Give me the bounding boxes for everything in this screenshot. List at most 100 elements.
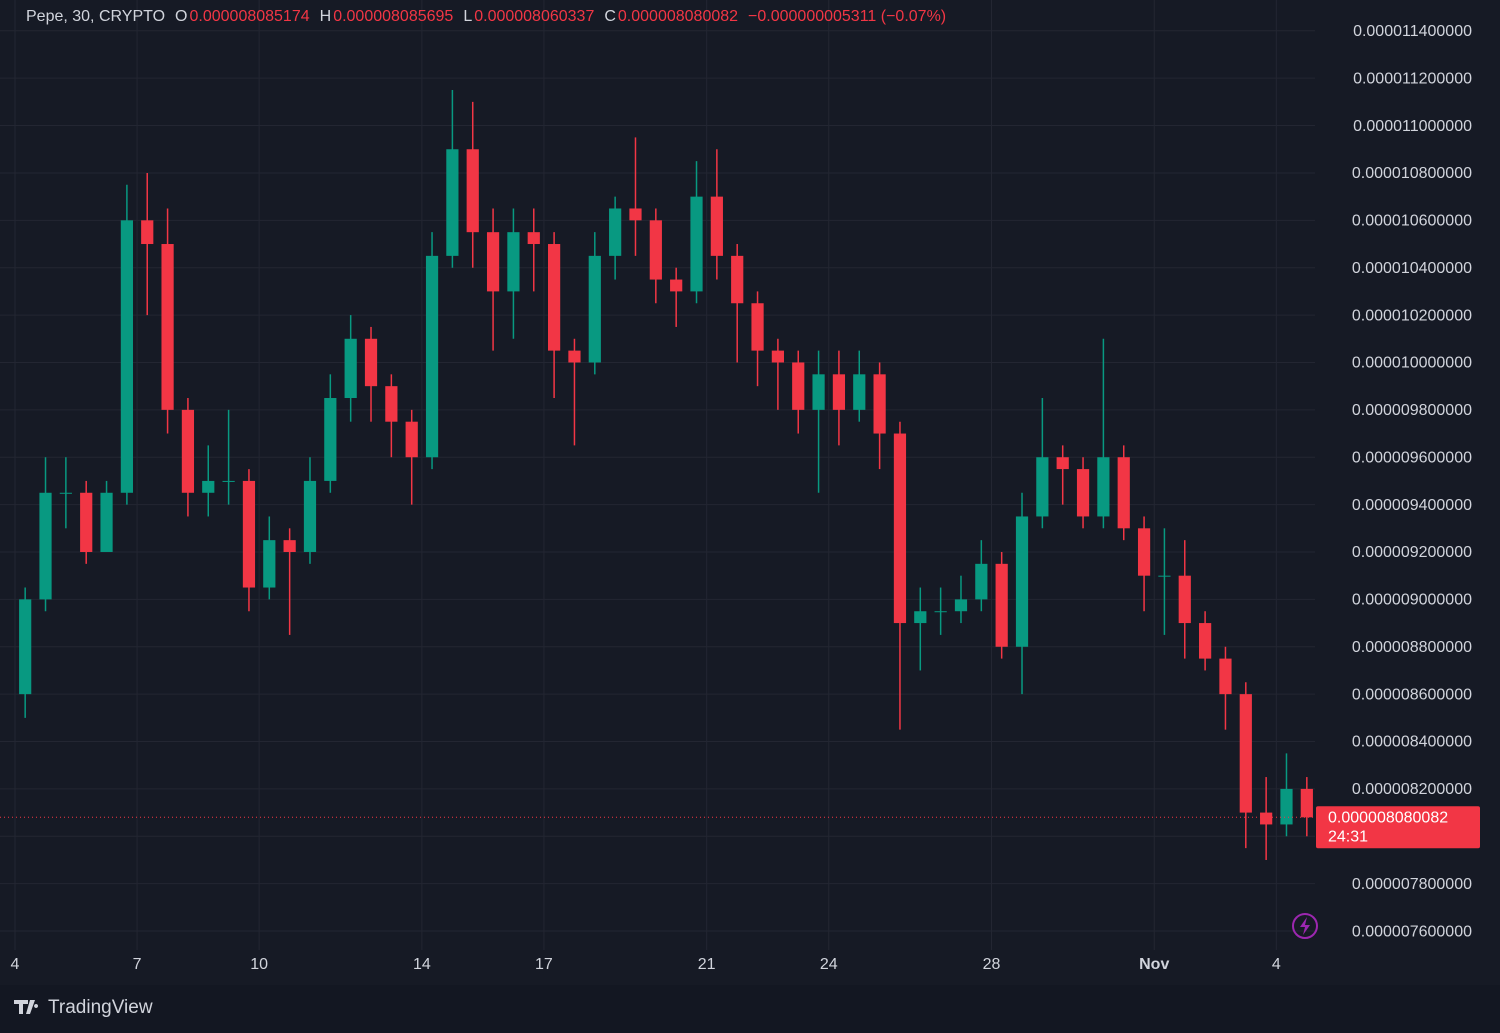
x-tick-label: 21 [698,956,716,973]
y-tick-label: 0.000009600000 [1352,449,1472,466]
ohlc-value: 0.000008060337 [474,8,595,25]
candle-body [39,492,52,600]
ohlc-value: 0.000008080082 [617,8,739,25]
candle-body [670,279,683,292]
x-tick-label: 4 [11,956,20,973]
y-tick-label: 0.000009800000 [1352,402,1472,419]
candle-body [425,255,439,458]
legend-header: Pepe, 30, CRYPTO O 0.000008085174 H 0.000008… [26,8,956,26]
candle-body [19,599,32,695]
ohlc-key: L [463,8,473,25]
y-tick-label: 0.000008800000 [1352,639,1472,656]
brand: TradingView [48,997,153,1018]
ohlc-key: C [604,8,616,25]
x-tick-label: 14 [413,956,431,973]
candle-body [568,350,581,363]
candle-body [283,540,296,552]
candle-body [1280,788,1293,825]
candle-body [486,232,500,292]
candle-body [405,421,418,458]
y-tick-label: 0.000007600000 [1352,923,1472,940]
candle-body [324,398,337,481]
x-tick-label: 10 [250,956,268,973]
ohlc-key: O [175,8,188,25]
candle-body [120,220,133,493]
candle-body [80,492,93,552]
candle-body [1239,694,1252,813]
y-tick-label: 0.000009400000 [1352,497,1472,514]
ohlc-value: 0.000008085174 [189,8,310,25]
candle-body [527,232,540,245]
candle-body [1178,575,1191,624]
y-tick-label: 0.000011200000 [1353,70,1472,87]
y-tick-label: 0.000010000000 [1352,355,1472,372]
candle-body [466,149,479,233]
grid [0,0,1315,950]
candle-body [263,540,276,588]
candle-body [893,433,907,624]
candle-body [954,599,968,612]
candle-body [548,244,561,351]
candle-body [853,374,866,410]
candle-body [995,563,1008,647]
y-tick-label: 0.000008600000 [1352,686,1472,703]
candle-body [1260,812,1273,825]
y-tick-label: 0.000009200000 [1352,544,1472,561]
symbol: Pepe, 30, CRYPTO [26,8,166,25]
x-tick-label: 28 [983,956,1001,973]
bottom-bar [0,985,1500,1033]
alert-icon [1292,913,1318,939]
candle-body [344,338,357,399]
candle-body [303,480,317,552]
candle-body [507,232,520,292]
logo: TradingView [14,997,153,1018]
x-tick-label: 4 [1272,956,1281,973]
ohlc-value: 0.000008085695 [333,8,454,25]
candle-body [934,611,947,613]
last-price-label: 0.000008080082 [1328,810,1448,827]
ohlc-key: H [319,8,332,25]
candle-body [1199,623,1212,659]
x-tick-label: 7 [133,956,142,973]
candle-body [1076,469,1090,517]
y-tick-label: 0.000011000000 [1353,118,1472,135]
x-tick-label: 17 [535,956,553,973]
candle-body [609,208,622,256]
candle-body [975,563,988,600]
candle-body [242,480,256,588]
candle-body [1137,528,1151,576]
y-tick-label: 0.000010200000 [1352,307,1472,324]
candle-body [385,386,398,422]
y-tick-label: 0.000010600000 [1352,213,1472,230]
candle-body [771,350,784,363]
candle-body [1300,788,1313,818]
x-tick-label: Nov [1139,956,1169,973]
y-tick-label: 0.000010400000 [1352,260,1472,277]
candle-body [731,255,744,304]
candle-body [588,255,601,363]
y-tick-label: 0.000009000000 [1352,592,1472,609]
x-tick-label: 24 [820,956,838,973]
y-tick-label: 0.000010800000 [1352,165,1472,182]
candle-body [1117,457,1130,529]
candle-body [59,492,72,494]
y-tick-label: 0.000007800000 [1352,876,1472,893]
candle-body [364,338,378,387]
axes: 0.0000076000000.0000078000000.0000080000… [0,23,1480,973]
candle-body [161,244,174,410]
candle-body [710,196,723,256]
candle-body [690,196,703,292]
candle-body [1158,575,1171,577]
y-tick-label: 0.000011400000 [1353,23,1472,40]
candle-body [1036,457,1049,517]
candle-body [222,480,235,482]
candle-body [100,492,113,552]
countdown: 24:31 [1328,829,1368,846]
candle-body [914,611,927,624]
candle-body [873,374,886,434]
candle-body [629,208,642,221]
candle-body [832,374,846,410]
candle-body [141,220,154,245]
candle-body [446,149,459,256]
